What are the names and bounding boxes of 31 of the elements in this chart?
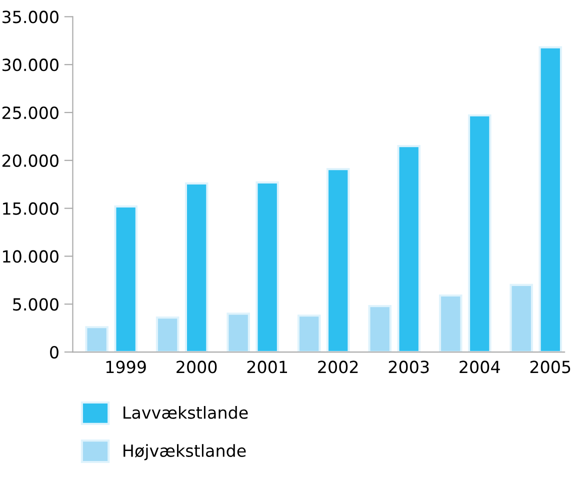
bar <box>85 326 108 352</box>
legend-label: Højvækstlande <box>124 444 246 460</box>
bar <box>368 304 392 352</box>
x-tick-label: 2005 <box>530 360 570 374</box>
bar <box>184 182 208 352</box>
y-tick-label: 0 <box>50 346 58 359</box>
bar <box>226 312 250 352</box>
bar <box>297 314 321 352</box>
bar <box>538 46 562 352</box>
y-tick-label: 15.000 <box>3 202 58 215</box>
y-tick-label: 5.000 <box>13 298 58 311</box>
x-tick-label: 2001 <box>247 360 288 374</box>
bar <box>510 284 534 352</box>
bar <box>256 181 279 352</box>
bar <box>114 205 138 352</box>
bar <box>468 114 492 352</box>
bar <box>438 294 462 352</box>
y-tick-label: 25.000 <box>2 106 58 120</box>
x-tick-label: 2003 <box>388 360 429 374</box>
x-tick-label: 2002 <box>318 360 358 374</box>
bar <box>397 144 421 352</box>
legend-label: Lavvækstlande <box>124 406 248 419</box>
y-tick-label: 20.000 <box>2 154 58 167</box>
x-tick-label: 2004 <box>460 360 500 374</box>
y-tick-label: 35.000 <box>2 10 58 24</box>
bar <box>156 316 180 352</box>
y-tick-label: 30.000 <box>2 58 58 72</box>
x-tick-label: 2000 <box>176 360 217 374</box>
x-tick-label: 1999 <box>106 360 146 374</box>
bar <box>326 168 350 352</box>
y-tick-label: 10.000 <box>3 250 58 263</box>
